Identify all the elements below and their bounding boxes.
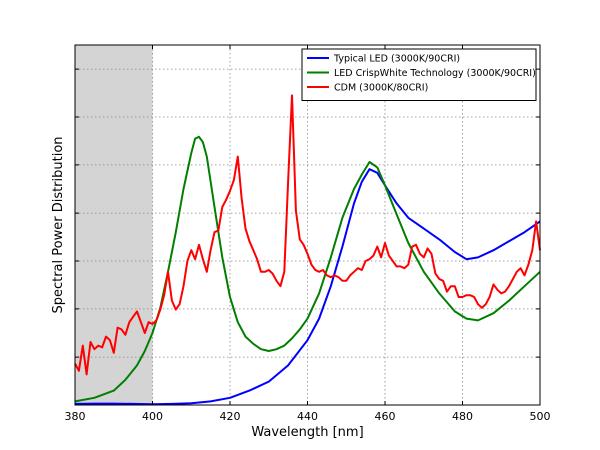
- legend-entry: CDM (3000K/80CRI): [334, 83, 428, 94]
- x-tick-label: 420: [220, 410, 241, 423]
- gridlines: [75, 45, 540, 405]
- x-axis-label: Wavelength [nm]: [251, 425, 363, 440]
- series-line-0: [74, 168, 541, 406]
- x-tick-label: 500: [530, 410, 551, 423]
- legend: Typical LED (3000K/90CRI) LED CrispWhite …: [301, 48, 537, 101]
- x-tick-label: 480: [452, 410, 473, 423]
- x-tick-label: 400: [142, 410, 163, 423]
- x-tick-labels: 380 400 420 440 460 480 500: [65, 410, 551, 423]
- legend-entry: LED CrispWhite Technology (3000K/90CRI): [334, 68, 536, 79]
- plot-area: [74, 44, 541, 406]
- x-tick-label: 440: [297, 410, 318, 423]
- y-axis-label: Spectral Power Distribution: [51, 136, 66, 313]
- series-line-2: [74, 94, 541, 376]
- series-lines: [74, 94, 541, 406]
- axis-ticks: [74, 45, 541, 405]
- shaded-region: [75, 45, 153, 405]
- legend-box: [301, 48, 537, 101]
- legend-entry: Typical LED (3000K/90CRI): [333, 54, 460, 65]
- x-tick-label: 380: [65, 410, 86, 423]
- x-tick-label: 460: [375, 410, 396, 423]
